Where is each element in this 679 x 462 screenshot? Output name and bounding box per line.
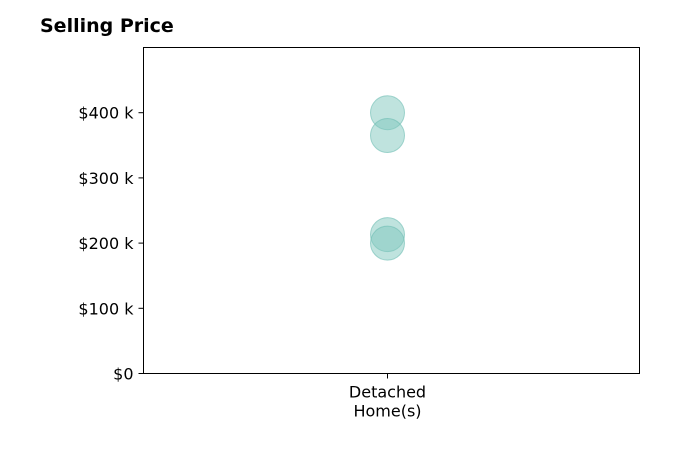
y-tick-label: $200 k — [78, 234, 134, 253]
y-tick-label: $100 k — [78, 299, 134, 318]
y-tick-label: $400 k — [78, 104, 134, 123]
chart-title: Selling Price — [40, 15, 174, 37]
x-axis: Detached Home(s) — [349, 373, 426, 421]
y-axis: $0 $100 k $200 k $300 k $400 k — [78, 104, 144, 384]
plot-area-frame — [143, 47, 640, 374]
data-point — [370, 118, 405, 154]
data-point — [370, 225, 405, 261]
x-tick-label: Detached Home(s) — [349, 383, 426, 421]
data-points — [370, 95, 405, 261]
y-tick-label: $0 — [113, 365, 133, 384]
y-tick-label: $300 k — [78, 169, 134, 188]
